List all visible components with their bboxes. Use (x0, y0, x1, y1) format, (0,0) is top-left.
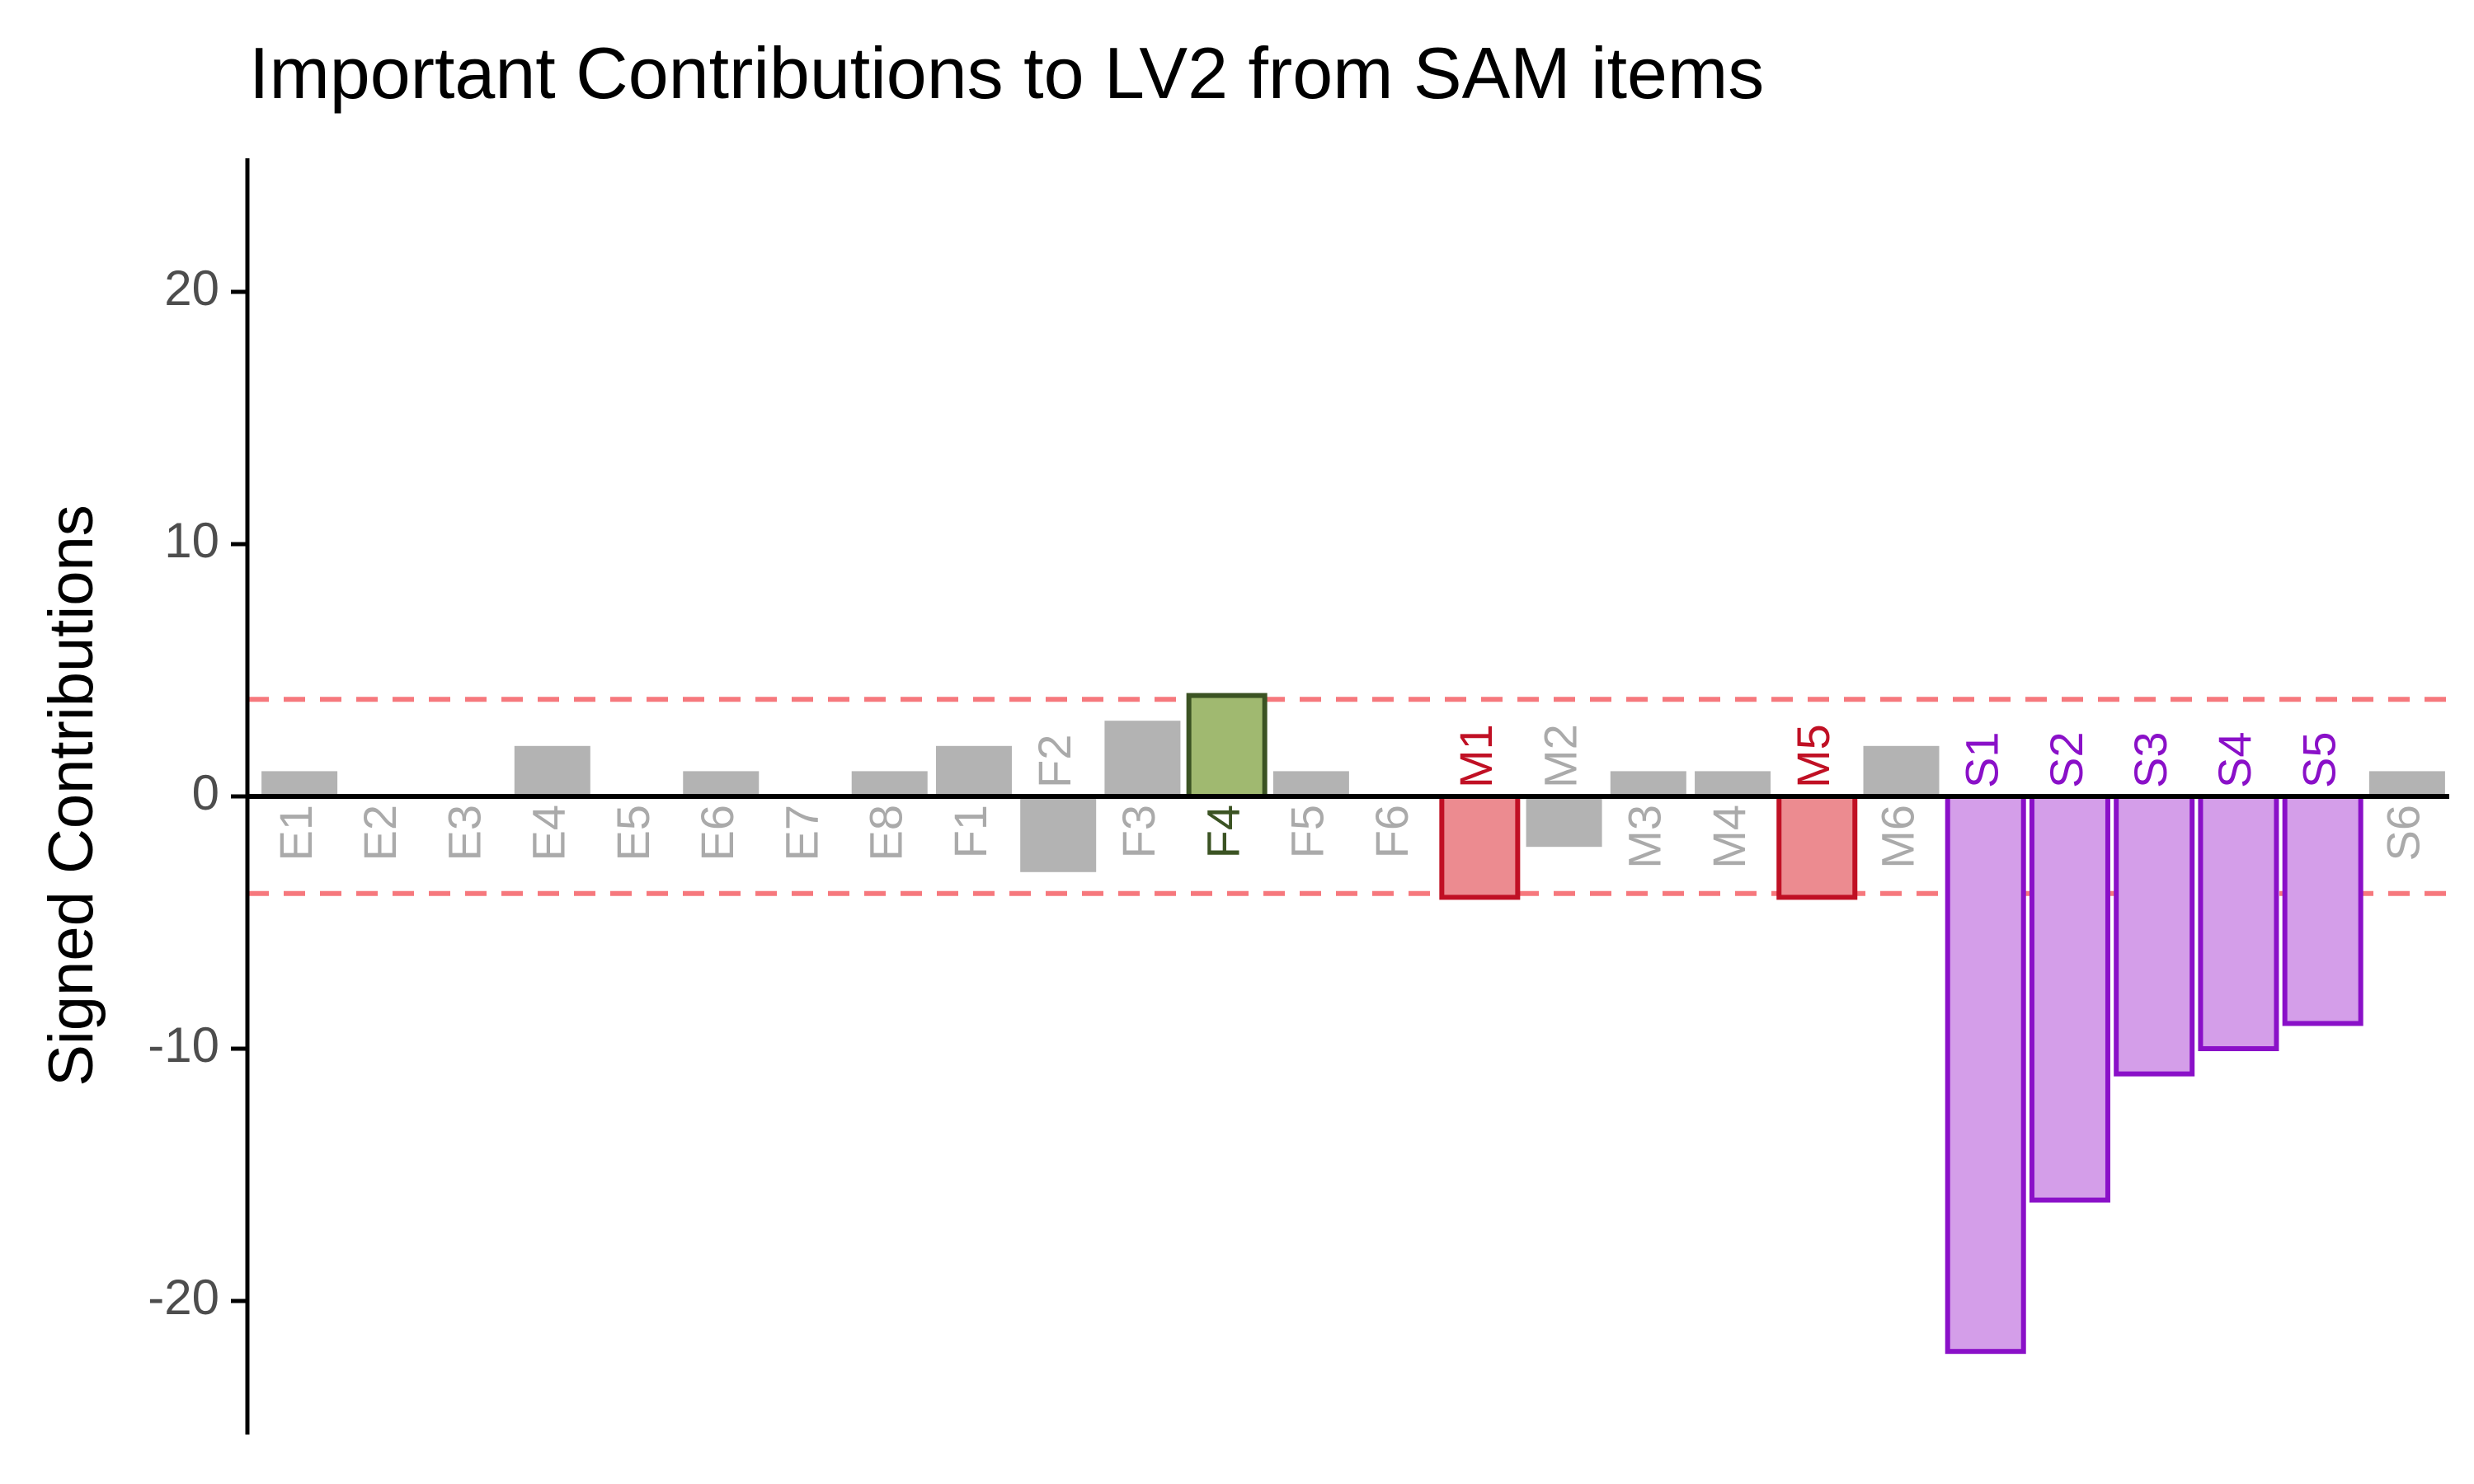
bar-label-e8: E8 (860, 805, 912, 862)
bar-m1 (1439, 794, 1521, 900)
bar-label-s1: S1 (1956, 732, 2008, 789)
bar-label-e1: E1 (270, 805, 322, 862)
bar-e8 (851, 771, 928, 796)
bar-label-e6: E6 (691, 805, 743, 862)
y-tick-label: 10 (164, 513, 219, 568)
bar-m6 (1863, 745, 1940, 796)
bar-label-e4: E4 (523, 805, 575, 862)
bar-label-e5: E5 (607, 805, 659, 862)
y-tick-label: -10 (148, 1017, 219, 1073)
bar-s4 (2198, 794, 2279, 1051)
bar-label-e2: E2 (354, 805, 406, 862)
bar-label-m2: M2 (1534, 724, 1586, 788)
bar-label-f4: F4 (1197, 805, 1249, 858)
bar-label-e3: E3 (438, 805, 490, 862)
bar-m5 (1776, 794, 1858, 900)
bar-label-s6: S6 (2378, 805, 2429, 862)
bar-label-f6: F6 (1366, 805, 1418, 858)
bar-label-f3: F3 (1112, 805, 1164, 858)
y-tick-label: 20 (164, 261, 219, 316)
bar-s6 (2368, 771, 2445, 796)
bar-f3 (1104, 721, 1181, 796)
bar-label-m6: M6 (1871, 805, 1923, 869)
bar-label-s2: S2 (2040, 732, 2092, 789)
bar-m2 (1526, 796, 1602, 848)
bar-label-m1: M1 (1450, 724, 1502, 788)
bar-e1 (261, 771, 338, 796)
bar-label-e7: E7 (775, 805, 827, 862)
bar-f2 (1020, 796, 1097, 872)
bar-s1 (1945, 794, 2026, 1355)
y-tick-label: -20 (148, 1270, 219, 1325)
bar-label-m4: M4 (1703, 805, 1755, 869)
bar-s5 (2282, 794, 2363, 1026)
chart-title: Important Contributions to LV2 from SAM … (249, 32, 1765, 114)
bar-m3 (1610, 771, 1686, 796)
bar-label-f2: F2 (1028, 735, 1080, 788)
bar-label-m5: M5 (1787, 724, 1839, 788)
bar-f4 (1186, 693, 1268, 799)
y-tick-label: 0 (192, 765, 219, 820)
bar-s3 (2114, 794, 2195, 1077)
bar-label-f5: F5 (1282, 805, 1333, 858)
bar-f5 (1272, 771, 1349, 796)
bar-e4 (514, 745, 590, 796)
bar-m4 (1695, 771, 1771, 796)
bar-label-f1: F1 (944, 805, 996, 858)
bar-label-s5: S5 (2293, 732, 2345, 789)
bar-label-s3: S3 (2124, 732, 2176, 789)
y-axis-title: Signed Contributions (36, 505, 106, 1087)
bar-f1 (935, 745, 1012, 796)
bar-label-m3: M3 (1619, 805, 1671, 869)
bar-e6 (683, 771, 760, 796)
bar-label-s4: S4 (2208, 732, 2260, 789)
bar-s2 (2029, 794, 2110, 1203)
